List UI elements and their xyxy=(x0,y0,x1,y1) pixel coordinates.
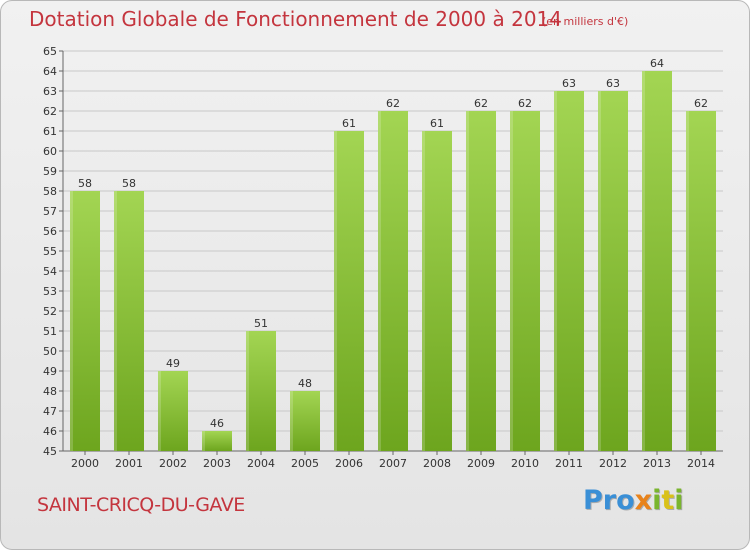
y-tick-label: 46 xyxy=(43,425,57,438)
logo-part: Pro xyxy=(583,485,635,516)
bar xyxy=(598,91,628,451)
y-tick-label: 49 xyxy=(43,365,57,378)
chart-title: Dotation Globale de Fonctionnement de 20… xyxy=(29,7,562,31)
y-tick-label: 45 xyxy=(43,445,57,458)
data-label: 58 xyxy=(78,177,92,190)
bar xyxy=(334,131,364,451)
bar-highlight xyxy=(466,111,469,451)
data-label: 63 xyxy=(562,77,576,90)
bar xyxy=(202,431,232,451)
x-tick-label: 2006 xyxy=(335,457,363,470)
x-tick-label: 2007 xyxy=(379,457,407,470)
y-tick-label: 55 xyxy=(43,245,57,258)
bar-highlight xyxy=(202,431,205,451)
bar xyxy=(466,111,496,451)
bar-highlight xyxy=(510,111,513,451)
data-label: 49 xyxy=(166,357,180,370)
y-tick-label: 47 xyxy=(43,405,57,418)
y-tick-label: 65 xyxy=(43,45,57,58)
bar xyxy=(422,131,452,451)
x-tick-label: 2010 xyxy=(511,457,539,470)
x-tick-label: 2013 xyxy=(643,457,671,470)
bar-highlight xyxy=(70,191,73,451)
bars xyxy=(70,71,716,451)
data-label: 62 xyxy=(474,97,488,110)
y-tick-label: 54 xyxy=(43,265,57,278)
y-tick-label: 58 xyxy=(43,185,57,198)
bar-highlight xyxy=(554,91,557,451)
data-label: 46 xyxy=(210,417,224,430)
data-labels: 58 58 49 46 51 48 61 62 61 62 62 63 63 64 62 xyxy=(78,57,708,430)
x-tick-label: 2002 xyxy=(159,457,187,470)
y-tick-label: 51 xyxy=(43,325,57,338)
bar-highlight xyxy=(642,71,645,451)
x-tick-label: 2012 xyxy=(599,457,627,470)
y-tick-label: 48 xyxy=(43,385,57,398)
bar xyxy=(246,331,276,451)
x-tick-label: 2014 xyxy=(687,457,715,470)
bar xyxy=(70,191,100,451)
proxiti-logo: Proxiti xyxy=(583,485,684,516)
bar xyxy=(290,391,320,451)
bar xyxy=(114,191,144,451)
x-tick-label: 2005 xyxy=(291,457,319,470)
y-tick-label: 56 xyxy=(43,225,57,238)
y-tick-labels: 45 46 47 48 49 50 51 52 53 54 55 56 57 58 59 60 61 62 63 64… xyxy=(43,45,57,458)
bar-highlight xyxy=(598,91,601,451)
data-label: 62 xyxy=(518,97,532,110)
y-tick-label: 50 xyxy=(43,345,57,358)
y-tick-label: 52 xyxy=(43,305,57,318)
logo-part: i xyxy=(652,485,662,516)
x-tick-label: 2000 xyxy=(71,457,99,470)
x-tick-label: 2008 xyxy=(423,457,451,470)
bar xyxy=(554,91,584,451)
bar xyxy=(642,71,672,451)
bar xyxy=(378,111,408,451)
data-label: 48 xyxy=(298,377,312,390)
data-label: 61 xyxy=(342,117,356,130)
bar xyxy=(510,111,540,451)
y-tick-label: 61 xyxy=(43,125,57,138)
data-label: 62 xyxy=(386,97,400,110)
y-tick-label: 60 xyxy=(43,145,57,158)
y-tick-label: 64 xyxy=(43,65,57,78)
chart-subtitle: (en milliers d'€) xyxy=(542,15,629,28)
y-tick-label: 53 xyxy=(43,285,57,298)
data-label: 58 xyxy=(122,177,136,190)
x-tick-label: 2009 xyxy=(467,457,495,470)
y-tick-label: 57 xyxy=(43,205,57,218)
x-tick-labels: 2000 2001 2002 2003 2004 2005 2006 2007 2008 2009… xyxy=(71,457,715,470)
y-tick-label: 63 xyxy=(43,85,57,98)
bar xyxy=(686,111,716,451)
x-tick-label: 2003 xyxy=(203,457,231,470)
data-label: 62 xyxy=(694,97,708,110)
y-tick-label: 62 xyxy=(43,105,57,118)
bar-highlight xyxy=(686,111,689,451)
commune-name: SAINT-CRICQ-DU-GAVE xyxy=(37,494,245,516)
bar-highlight xyxy=(158,371,161,451)
logo-part: i xyxy=(674,485,684,516)
x-tick-label: 2004 xyxy=(247,457,275,470)
bar xyxy=(158,371,188,451)
logo-part: t xyxy=(661,485,675,516)
bar-highlight xyxy=(378,111,381,451)
data-label: 51 xyxy=(254,317,268,330)
bar-highlight xyxy=(334,131,337,451)
data-label: 61 xyxy=(430,117,444,130)
bar-highlight xyxy=(114,191,117,451)
bar-highlight xyxy=(290,391,293,451)
data-label: 64 xyxy=(650,57,664,70)
logo-part: x xyxy=(634,485,653,516)
bar-highlight xyxy=(246,331,249,451)
data-label: 63 xyxy=(606,77,620,90)
bar-highlight xyxy=(422,131,425,451)
x-tick-label: 2001 xyxy=(115,457,143,470)
x-tick-label: 2011 xyxy=(555,457,583,470)
y-tick-label: 59 xyxy=(43,165,57,178)
